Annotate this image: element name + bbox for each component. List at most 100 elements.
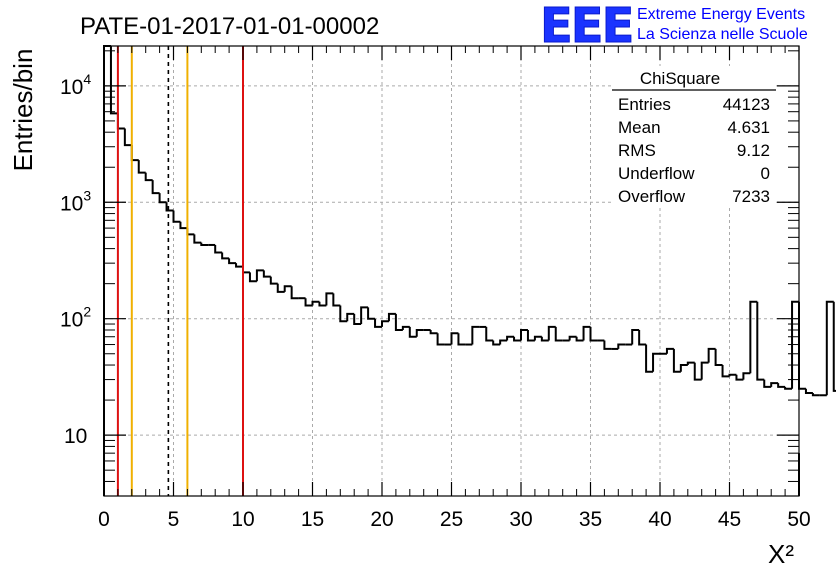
histogram-bin <box>318 301 327 307</box>
histogram-bin <box>735 374 744 381</box>
stats-label: RMS <box>618 141 656 160</box>
histogram-bin <box>568 335 577 341</box>
histogram-bin <box>700 361 709 380</box>
histogram-bin <box>311 300 320 306</box>
histogram-bin <box>429 329 438 335</box>
histogram-bin <box>631 328 640 345</box>
stats-value: 9.12 <box>737 141 770 160</box>
histogram-bin <box>665 347 674 354</box>
stats-label: Underflow <box>618 164 695 183</box>
histogram-bin <box>652 352 660 372</box>
y-axis-label: Entries/bin <box>8 49 38 172</box>
histogram-bin <box>707 347 716 363</box>
histogram-bin <box>791 300 799 389</box>
histogram-bin <box>533 335 542 341</box>
histogram-bin <box>346 312 355 322</box>
eee-logo-mark: EEE <box>540 0 632 54</box>
stats-box: ChiSquare Entries 44123 Mean 4.631 RMS 9.12 Un… <box>612 66 776 206</box>
chart-title: PATE-01-2017-01-01-00002 <box>80 13 379 40</box>
stats-box-title: ChiSquare <box>640 69 720 88</box>
x-tick-label: 5 <box>168 508 180 531</box>
histogram-bin <box>575 336 584 342</box>
x-axis-label: X² <box>768 539 794 569</box>
histogram-bin <box>499 339 508 345</box>
histogram-bin <box>693 362 702 381</box>
histogram-bin <box>554 326 563 342</box>
x-tick-label: 0 <box>98 508 110 531</box>
x-tick-label: 10 <box>231 508 254 531</box>
x-tick-label: 20 <box>370 508 393 531</box>
histogram-bin <box>235 263 243 268</box>
y-tick-label: 104 <box>60 71 91 99</box>
histogram-bin <box>283 285 292 292</box>
histogram-bin <box>394 313 403 331</box>
histogram-bin <box>165 202 174 212</box>
histogram-bin <box>158 193 167 204</box>
histogram-bin <box>381 320 389 327</box>
histogram-bin <box>506 335 515 341</box>
histogram-bin <box>408 326 417 338</box>
histogram-bin <box>103 45 111 496</box>
histogram-bin <box>116 113 125 130</box>
histogram-bin <box>756 301 765 381</box>
histogram-bin <box>825 300 834 396</box>
stats-value: 4.631 <box>727 118 770 137</box>
histogram-bin <box>144 172 153 182</box>
eee-logo-line2: La Scienza nelle Scuole <box>637 26 808 43</box>
histogram-bin <box>617 343 626 349</box>
histogram-bin <box>228 258 237 265</box>
y-tick-label: 10 <box>64 425 87 448</box>
histogram-bin <box>742 372 751 380</box>
histogram-bin <box>686 361 695 366</box>
histogram-bin <box>269 276 278 285</box>
histogram-bin <box>485 326 494 342</box>
histogram-bin <box>290 286 299 300</box>
histogram-bin <box>436 333 445 346</box>
histogram-bin <box>672 348 681 373</box>
histogram-bin <box>679 364 688 372</box>
stats-value: 44123 <box>723 95 770 114</box>
histogram-bin <box>172 210 181 223</box>
x-tick-label: 45 <box>718 508 741 531</box>
histogram-bin <box>457 333 466 346</box>
histogram-bin <box>811 393 820 397</box>
histogram-bin <box>638 329 647 346</box>
stats-rows: Entries 44123 Mean 4.631 RMS 9.12 Underflow 0 Ov… <box>618 95 770 206</box>
histogram-bin <box>304 298 313 307</box>
stats-label: Entries <box>618 95 671 114</box>
histogram-bin <box>151 180 160 195</box>
histogram-bin <box>804 388 813 395</box>
histogram-bin <box>492 340 501 346</box>
histogram-bin <box>714 348 723 367</box>
histogram-bin <box>798 301 806 390</box>
histogram-bin <box>186 228 195 236</box>
histogram-bin <box>450 332 459 345</box>
histogram-bin <box>353 313 362 326</box>
histogram-bin <box>721 365 730 378</box>
stats-value: 7233 <box>732 187 770 206</box>
histogram-bin <box>109 46 118 115</box>
histogram-bin <box>193 234 202 244</box>
reference-lines <box>116 46 244 496</box>
histogram-bin <box>401 325 410 330</box>
histogram-bin <box>374 318 382 328</box>
histogram-bin <box>832 301 836 392</box>
histogram-bin <box>582 325 591 341</box>
histogram-bin <box>248 272 257 283</box>
histogram-bin <box>367 307 376 320</box>
histogram-bin <box>589 326 598 342</box>
histogram-bin <box>526 329 535 342</box>
eee-logo: EEE Extreme Energy Events La Scienza nel… <box>540 0 808 55</box>
histogram-bin <box>221 252 230 260</box>
histogram-bin <box>325 292 334 306</box>
y-tick-label: 103 <box>60 187 91 215</box>
y-tick-label: 102 <box>60 304 91 332</box>
histogram-bin <box>603 340 612 350</box>
stats-label: Overflow <box>618 187 686 206</box>
histogram-bin <box>645 344 654 373</box>
histogram-bin <box>547 325 556 341</box>
histogram-bin <box>179 221 188 230</box>
histogram-bin <box>763 379 772 388</box>
stats-label: Mean <box>618 118 661 137</box>
